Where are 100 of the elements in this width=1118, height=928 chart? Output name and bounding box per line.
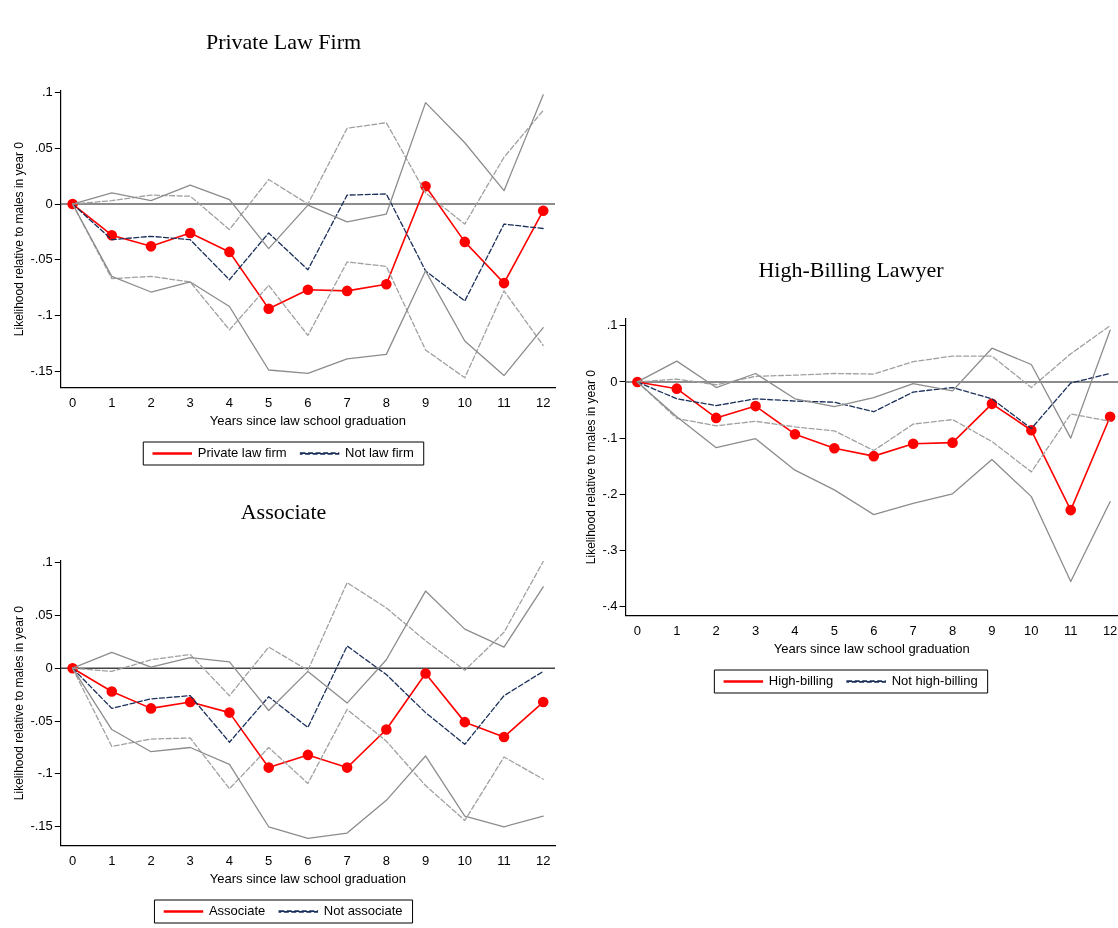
point	[302, 284, 314, 296]
x-tick-label: 8	[948, 623, 957, 639]
point	[829, 442, 840, 454]
point	[263, 762, 274, 773]
x-tick-label: 1	[108, 853, 116, 869]
x-tick-label: 1	[108, 395, 116, 411]
x-tick-label: 10	[1024, 623, 1039, 639]
point	[537, 205, 549, 216]
point	[459, 716, 471, 728]
legend-label: Private law firm	[197, 445, 287, 461]
point	[224, 246, 235, 258]
point	[184, 227, 196, 239]
y-tick-label: -.2	[602, 485, 618, 501]
x-tick-label: 5	[265, 853, 273, 869]
x-tick-label: 5	[830, 623, 838, 639]
x-tick-label: 11	[1063, 623, 1078, 639]
x-tick-label: 0	[68, 395, 77, 411]
x-tick-label: 8	[382, 853, 390, 869]
y-tick-label: -.1	[37, 306, 53, 322]
point	[498, 731, 510, 743]
x-tick-label: 7	[343, 395, 351, 411]
point	[986, 398, 998, 410]
point	[498, 277, 510, 289]
y-tick-label: 0	[45, 659, 53, 675]
chart-title: High-Billing Lawyer	[758, 256, 945, 282]
y-tick-label: -.05	[30, 251, 53, 267]
y-axis-title: Likelihood relative to males in year 0	[11, 605, 26, 801]
point	[789, 428, 801, 440]
point	[184, 696, 196, 708]
y-tick-label: -.1	[37, 765, 53, 781]
point	[145, 241, 157, 252]
point	[710, 412, 722, 424]
y-tick-label: .1	[606, 317, 618, 333]
y-axis-title: Likelihood relative to males in year 0	[11, 141, 26, 337]
x-tick-label: 6	[870, 623, 878, 639]
y-tick-label: .1	[41, 554, 53, 570]
point	[341, 285, 353, 297]
x-tick-label: 7	[909, 623, 917, 639]
y-tick-label: -.1	[602, 429, 618, 445]
legend-label: Not law firm	[345, 445, 414, 461]
y-tick-label: -.4	[602, 598, 618, 614]
x-tick-label: 11	[497, 395, 511, 411]
point	[420, 668, 431, 679]
x-tick-label: 4	[791, 623, 799, 639]
x-tick-label: 2	[712, 623, 720, 639]
point	[341, 762, 353, 773]
x-tick-label: 9	[988, 623, 996, 639]
point	[537, 696, 549, 708]
y-tick-label: -.3	[602, 542, 618, 558]
x-tick-label: 11	[497, 853, 511, 869]
x-tick-label: 1	[673, 623, 681, 639]
x-axis-title: Years since law school graduation	[773, 640, 970, 656]
point	[1026, 424, 1037, 436]
point	[263, 303, 274, 315]
point	[671, 383, 683, 394]
x-axis-title: Years since law school graduation	[209, 870, 406, 886]
x-tick-label: 12	[1102, 623, 1118, 639]
legend-label: Associate	[208, 903, 266, 919]
x-tick-label: 10	[457, 395, 473, 411]
x-tick-label: 12	[536, 853, 551, 869]
point	[106, 686, 118, 697]
x-tick-label: 4	[225, 853, 234, 869]
legend-label: High-billing	[768, 673, 834, 689]
x-tick-label: 10	[457, 853, 473, 869]
y-tick-label: 0	[45, 195, 53, 211]
legend-label: Not associate	[323, 903, 403, 919]
x-tick-label: 3	[186, 395, 194, 411]
point	[1065, 504, 1077, 516]
y-axis-title: Likelihood relative to males in year 0	[583, 369, 598, 565]
x-tick-label: 8	[382, 395, 390, 411]
y-tick-label: -.15	[30, 362, 53, 378]
x-tick-label: 6	[304, 853, 312, 869]
chart-title: Private Law Firm	[205, 28, 362, 54]
x-tick-label: 3	[186, 853, 194, 869]
y-tick-label: .1	[41, 84, 53, 100]
x-tick-label: 2	[147, 395, 155, 411]
y-tick-label: 0	[610, 373, 618, 389]
x-tick-label: 3	[751, 623, 760, 639]
x-tick-label: 12	[536, 395, 551, 411]
chart-title: Associate	[240, 498, 327, 524]
point	[459, 236, 471, 248]
y-tick-label: -.05	[30, 712, 53, 728]
point	[145, 703, 157, 714]
point	[381, 278, 392, 290]
point	[750, 400, 761, 412]
point	[907, 438, 919, 450]
point	[1104, 411, 1116, 423]
y-tick-label: -.15	[30, 818, 53, 834]
x-tick-label: 9	[421, 395, 430, 411]
x-tick-label: 9	[421, 853, 430, 869]
x-tick-label: 5	[265, 395, 273, 411]
point	[947, 437, 958, 448]
point	[868, 450, 880, 462]
legend-label: Not high-billing	[891, 673, 978, 689]
point	[381, 724, 392, 735]
x-tick-label: 7	[343, 853, 351, 869]
y-tick-label: .05	[34, 139, 53, 155]
x-tick-label: 6	[304, 395, 312, 411]
y-tick-label: .05	[34, 606, 53, 622]
x-axis-title: Years since law school graduation	[209, 412, 406, 428]
